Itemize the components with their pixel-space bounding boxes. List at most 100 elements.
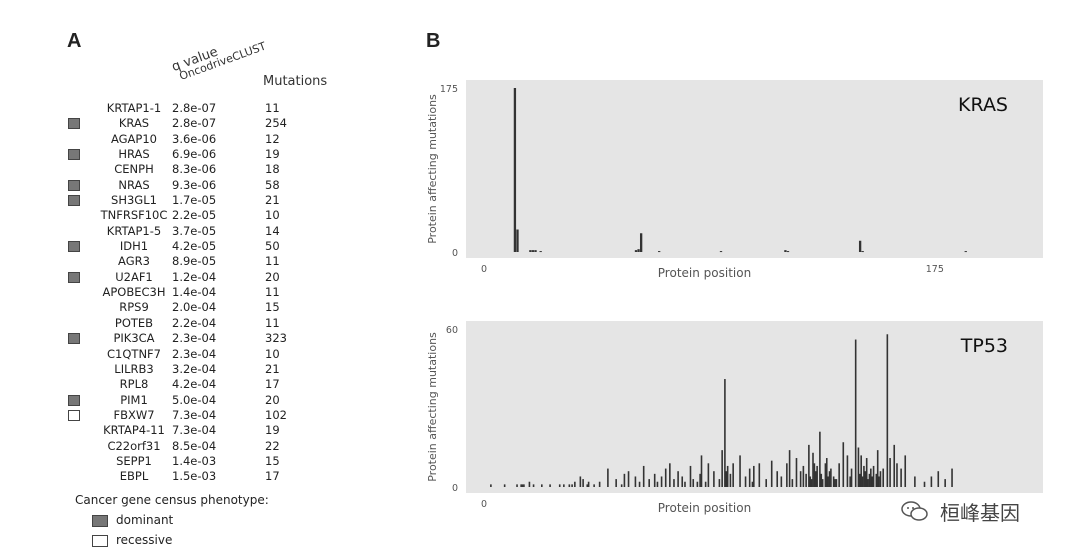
bar	[861, 251, 864, 253]
bar	[758, 463, 761, 487]
bar	[872, 465, 875, 487]
gene-name: LILRB3	[114, 361, 154, 376]
bar	[812, 452, 814, 487]
bar	[784, 250, 787, 252]
bar	[623, 473, 626, 487]
gene-name: FBXW7	[113, 407, 155, 422]
bar	[795, 458, 798, 487]
mutation-count: 21	[265, 193, 280, 208]
bar	[865, 458, 868, 487]
q-value: 7.3e-04	[172, 407, 217, 422]
bar	[729, 473, 732, 487]
bar	[889, 458, 891, 487]
bar	[828, 471, 831, 487]
q-value: 3.7e-05	[172, 223, 217, 238]
mutation-count: 323	[265, 331, 287, 346]
bar	[786, 251, 790, 253]
bar	[864, 471, 867, 487]
gene-name: HRAS	[118, 147, 150, 162]
bar	[490, 484, 492, 487]
bar	[637, 249, 640, 252]
mutation-count: 18	[265, 162, 280, 177]
table-row: CENPH 8.3e-06 18	[60, 162, 360, 177]
q-value: 3.6e-06	[172, 131, 217, 146]
bar	[529, 250, 532, 252]
bar	[914, 476, 916, 487]
gene-name: KRAS	[118, 116, 150, 131]
bar	[593, 484, 595, 487]
q-value: 3.2e-04	[172, 361, 217, 376]
legend-title: Cancer gene census phenotype:	[75, 493, 269, 507]
bar	[704, 481, 707, 487]
bar	[870, 468, 872, 487]
gene-name: U2AF1	[115, 269, 153, 284]
bar	[849, 476, 851, 487]
q-value: 1.4e-03	[172, 453, 217, 468]
bar	[850, 468, 853, 487]
chart-title: TP53	[960, 335, 1008, 357]
bar	[776, 471, 779, 487]
q-value: 1.4e-04	[172, 285, 217, 300]
bar	[842, 442, 845, 487]
bar	[834, 479, 836, 487]
q-value: 2.2e-04	[172, 315, 217, 330]
dominant-swatch	[92, 515, 108, 527]
bar	[639, 233, 643, 252]
bar	[824, 463, 827, 487]
bar	[830, 468, 832, 487]
table-row: KRTAP4-11 7.3e-04 19	[60, 423, 360, 438]
bar	[681, 476, 684, 487]
q-value: 2.2e-05	[172, 208, 217, 223]
table-row: EBPL 1.5e-03 17	[60, 469, 360, 484]
y-axis-label: Protein affecting mutations	[426, 94, 439, 244]
bar	[719, 251, 723, 253]
bar	[627, 471, 630, 487]
mutation-count: 20	[265, 392, 280, 407]
bar	[653, 473, 656, 487]
dominant-swatch	[68, 149, 80, 161]
bar	[810, 479, 813, 487]
bar	[802, 465, 805, 487]
gene-name: RPL8	[119, 377, 149, 392]
bar	[528, 481, 531, 487]
bar	[539, 251, 542, 253]
mutation-count: 15	[265, 300, 280, 315]
bar	[503, 484, 506, 487]
bar	[819, 431, 821, 487]
bar	[725, 471, 728, 487]
wechat-icon	[901, 501, 928, 521]
bar	[751, 481, 754, 487]
bar	[677, 471, 679, 487]
q-value: 8.3e-06	[172, 162, 217, 177]
q-value: 8.9e-05	[172, 254, 217, 269]
mutation-count: 11	[265, 285, 280, 300]
bar	[859, 473, 861, 487]
bar	[726, 465, 729, 487]
bar	[521, 484, 524, 487]
bar	[660, 476, 663, 487]
bar	[664, 468, 667, 487]
gene-name: C1QTNF7	[107, 346, 161, 361]
bar	[893, 444, 896, 487]
mutation-count: 11	[265, 101, 280, 115]
table-row: AGR3 8.9e-05 11	[60, 254, 360, 269]
bar	[634, 476, 637, 487]
table-row: LILRB3 3.2e-04 21	[60, 362, 360, 377]
bar	[879, 471, 882, 487]
table-row: PIK3CA 2.3e-04 323	[60, 331, 360, 346]
y-tick-label: 175	[440, 84, 458, 95]
table-row: POTEB 2.2e-04 11	[60, 316, 360, 331]
bar	[571, 484, 573, 487]
q-value: 2.3e-04	[172, 331, 217, 346]
bar	[634, 250, 638, 252]
bar	[520, 484, 522, 487]
bar	[896, 463, 898, 487]
bar	[900, 468, 902, 487]
table-row: FBXW7 7.3e-04 102	[60, 408, 360, 423]
gene-name: KRTAP4-11	[103, 423, 165, 438]
bar	[620, 484, 623, 487]
bar	[904, 455, 907, 487]
mutations-header: Mutations	[263, 74, 328, 89]
bar	[951, 468, 953, 487]
